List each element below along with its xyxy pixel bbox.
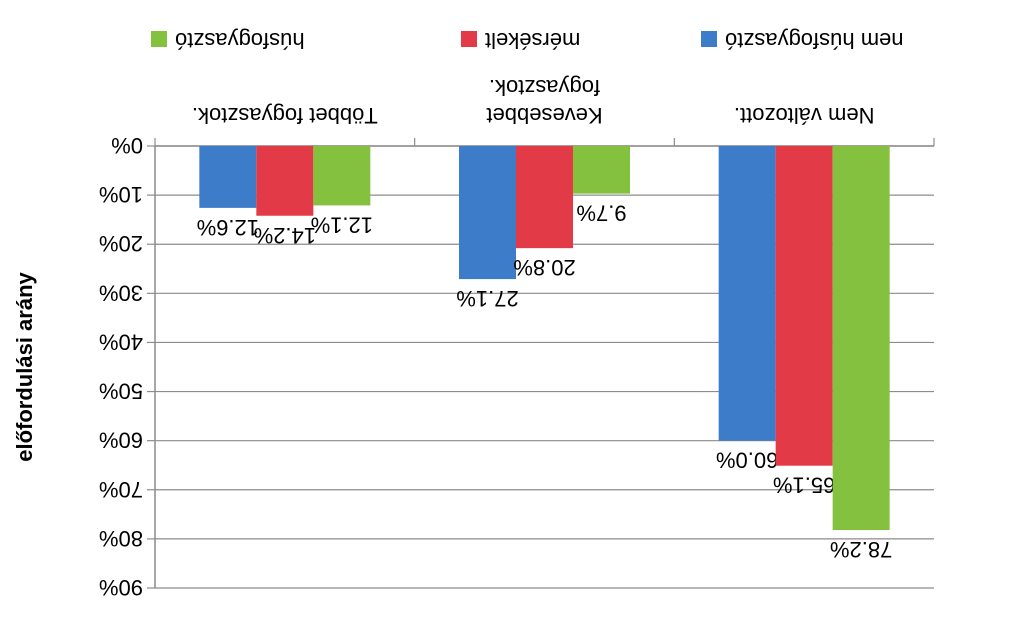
y-tick-label: 90% [99,575,143,600]
y-tick-label: 20% [99,231,143,256]
y-tick-label: 50% [99,379,143,404]
legend-swatch-1 [461,31,477,47]
bar-2-1 [775,146,833,466]
bar-value-label: 27.1% [456,286,518,311]
y-tick-label: 60% [99,428,143,453]
y-tick-label: 0% [111,133,143,158]
bar-1-1 [516,146,573,249]
bar-2-0 [718,146,776,441]
bar-1-2 [573,146,630,194]
bar-value-label: 9.7% [576,201,626,226]
bar-value-label: 14.2% [254,223,316,248]
legend-label: húsfogyasztó [175,28,305,53]
bar-value-label: 65.1% [773,473,835,498]
bar-1-0 [459,146,516,280]
category-label: Kevesebbet [486,103,602,128]
legend-swatch-2 [151,31,167,47]
bar-value-label: 78.2% [830,537,892,562]
bar-0-2 [313,146,371,206]
legend-swatch-0 [701,31,717,47]
category-label: Nem változott. [734,103,875,128]
y-tick-label: 10% [99,182,143,207]
bar-value-label: 60.0% [716,448,778,473]
category-label: Többet fogyasztok. [192,103,378,128]
bar-value-label: 12.1% [311,212,373,237]
y-tick-label: 30% [99,280,143,305]
legend-label: mérsékelt [485,28,580,53]
legend-label: nem húsfogyasztó [725,28,904,53]
bar-0-1 [256,146,314,216]
category-label: fogyasztok. [489,75,600,100]
y-tick-label: 70% [99,477,143,502]
bar-value-label: 20.8% [513,255,575,280]
y-tick-label: 40% [99,329,143,354]
y-tick-label: 80% [99,526,143,551]
bar-0-0 [199,146,257,208]
y-axis-title: előfordulási arány [12,271,37,461]
bar-value-label: 12.6% [197,215,259,240]
bar-2-2 [832,146,890,531]
